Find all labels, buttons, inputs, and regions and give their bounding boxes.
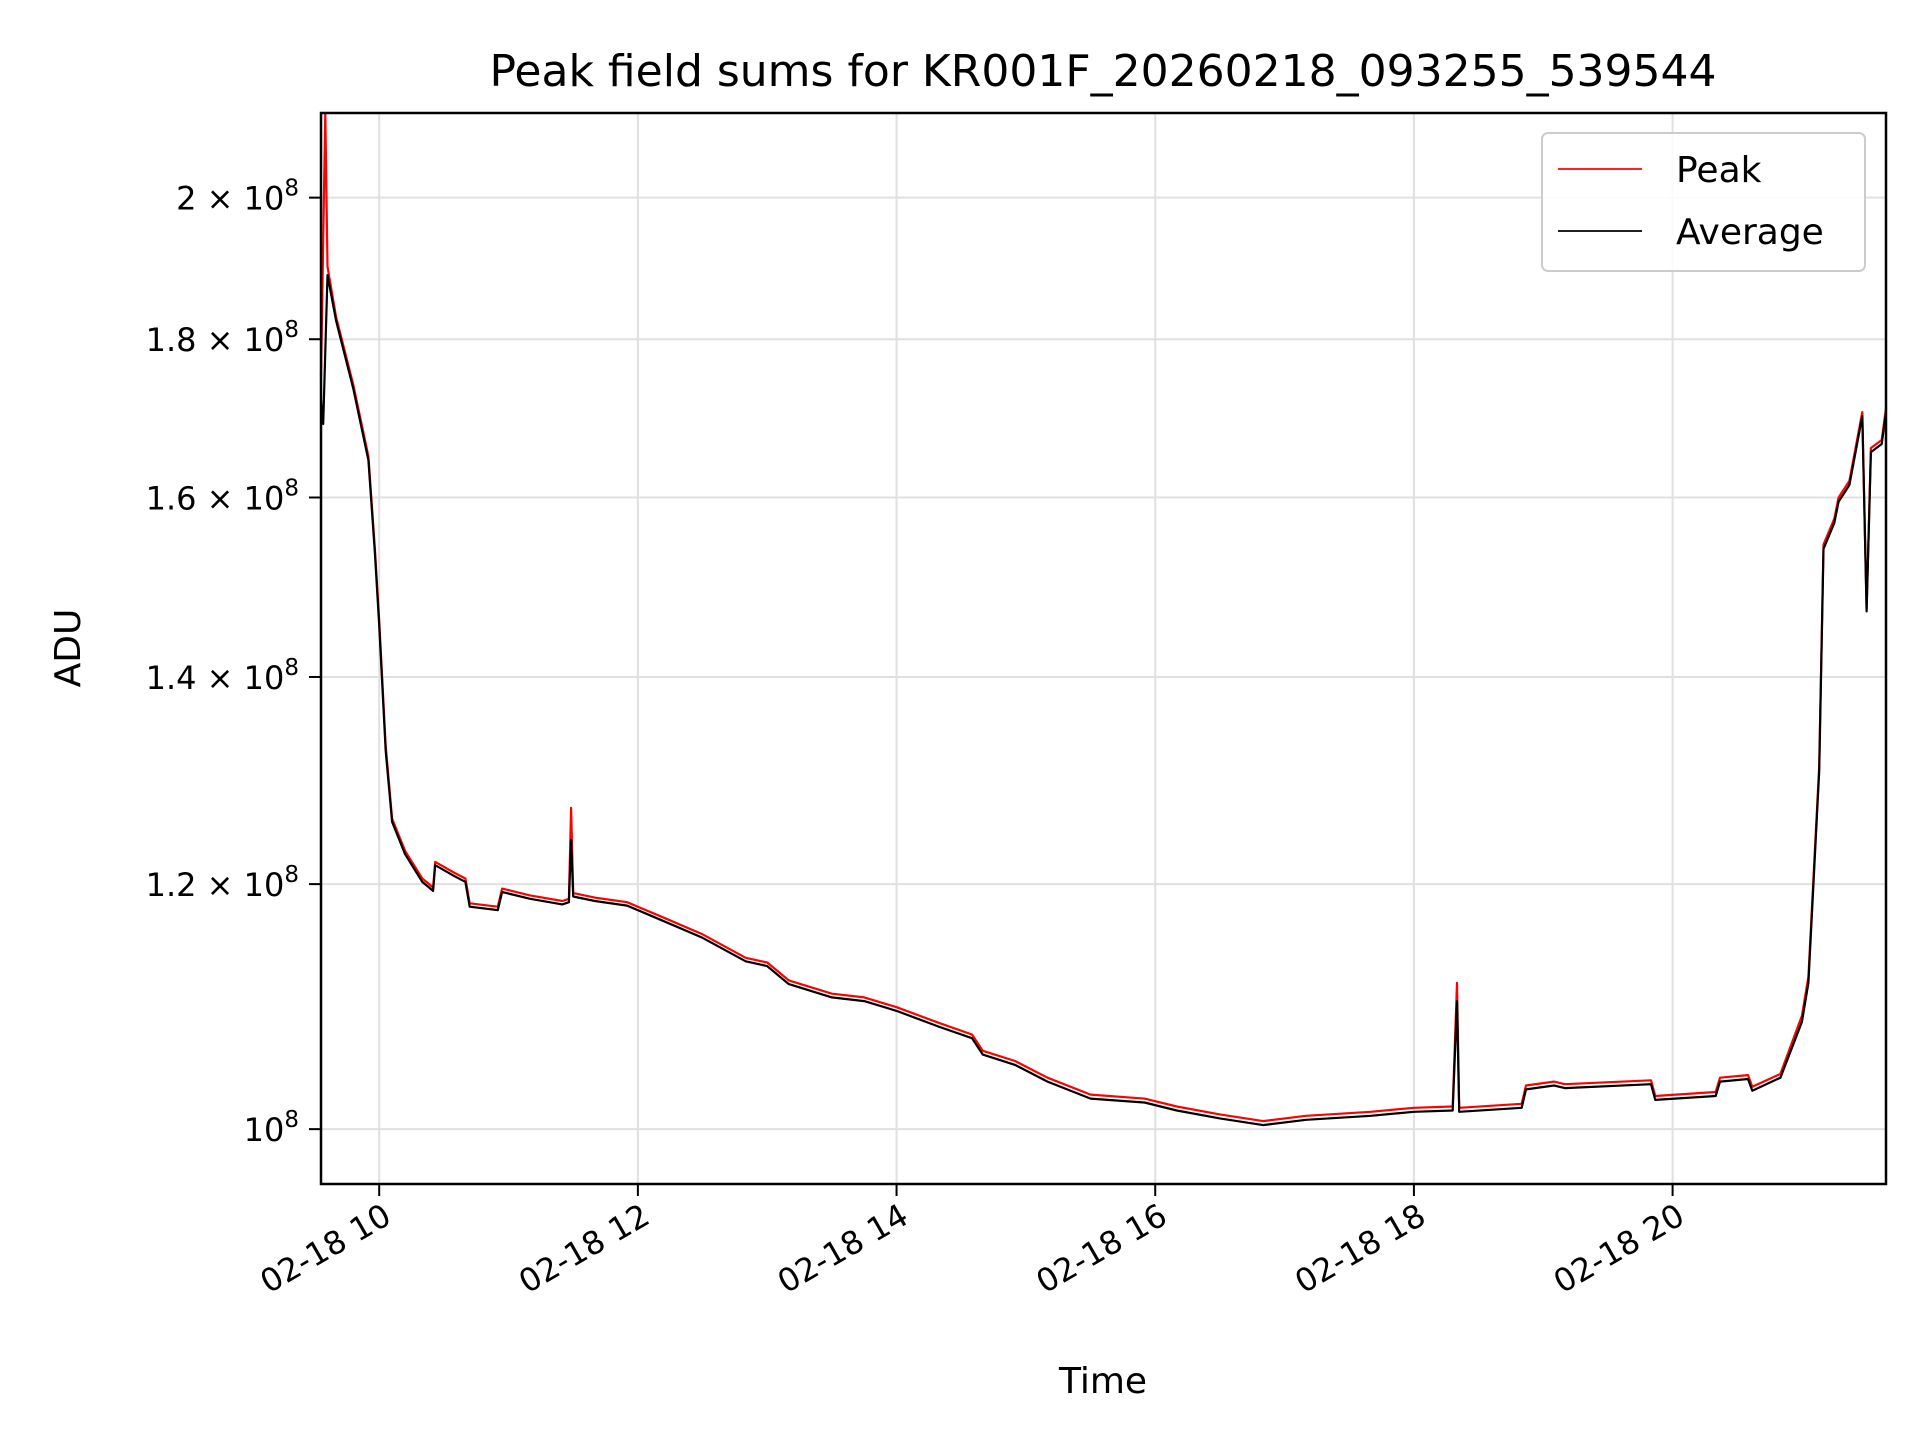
x-tick-label: 02-18 18: [1288, 1196, 1432, 1301]
series-average-line: [319, 274, 1888, 1127]
x-axis-label: Time: [1058, 1361, 1147, 1402]
plot-frame: [319, 111, 1888, 1186]
x-tick-label: 02-18 20: [1547, 1196, 1691, 1301]
x-tick-label: 02-18 12: [512, 1196, 656, 1301]
legend: Peak Average: [1541, 132, 1866, 272]
y-axis-label: ADU: [48, 609, 89, 688]
grid-lines: [321, 113, 1886, 1184]
x-tick-label: 02-18 10: [254, 1196, 398, 1301]
x-tick-label: 02-18 14: [771, 1196, 915, 1301]
y-tick-label: 1.2 × 108: [146, 862, 299, 904]
chart-title: Peak field sums for KR001F_20260218_0932…: [489, 46, 1716, 97]
y-tick-label: 1.4 × 108: [146, 655, 299, 697]
legend-peak-label: Peak: [1676, 150, 1762, 191]
series-lines: [319, 111, 1888, 1127]
y-tick-label: 1.6 × 108: [146, 476, 299, 518]
y-tick-label: 1.8 × 108: [146, 317, 299, 359]
x-tick-label: 02-18 16: [1030, 1196, 1174, 1301]
legend-box: [1541, 132, 1866, 272]
y-tick-label: 2 × 108: [176, 176, 299, 218]
y-tick-label: 108: [244, 1107, 299, 1149]
legend-average-label: Average: [1676, 212, 1824, 253]
y-axis-ticks: 2 × 108 1.8 × 108 1.6 × 108 1.4 × 108 1.2 × …: [146, 176, 321, 1149]
x-axis-ticks: 02-18 10 02-18 12 02-18 14 02-18 16 02-18 18…: [254, 1184, 1691, 1301]
